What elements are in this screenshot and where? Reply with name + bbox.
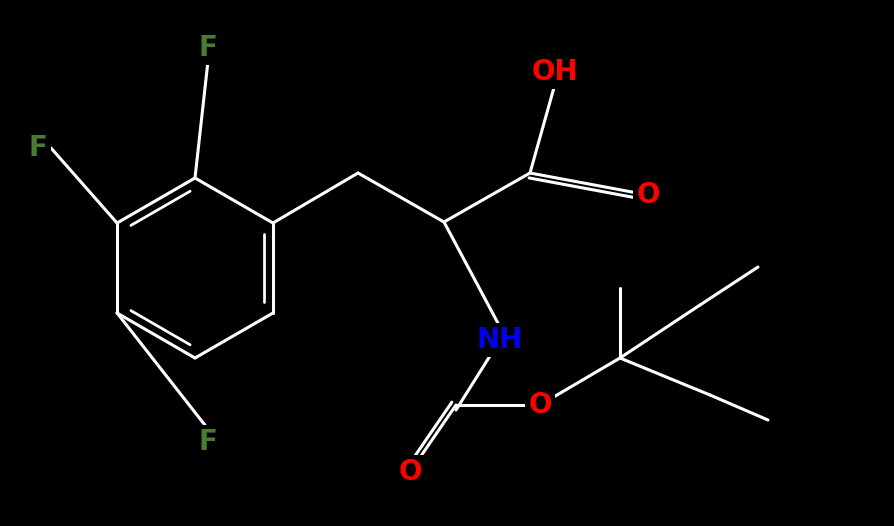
Text: NH: NH (477, 326, 522, 354)
Text: OH: OH (531, 58, 578, 86)
Text: F: F (29, 134, 47, 162)
Text: F: F (198, 34, 217, 62)
Text: O: O (527, 391, 551, 419)
Text: O: O (636, 181, 659, 209)
Text: F: F (198, 428, 217, 456)
Text: O: O (398, 458, 421, 486)
